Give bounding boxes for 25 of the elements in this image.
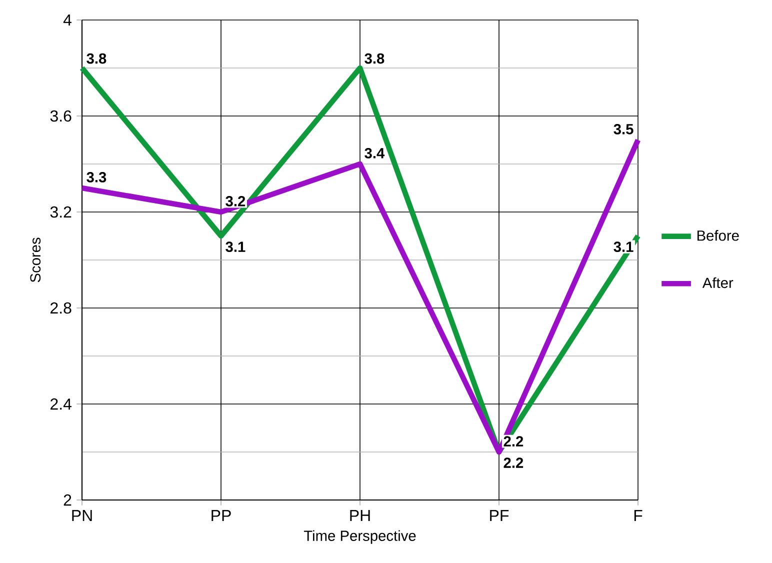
data-label: 3.3 — [86, 172, 106, 182]
y-tick-label: 2 — [64, 494, 72, 506]
data-label: 2.2 — [504, 436, 524, 446]
data-label: 3.8 — [364, 53, 384, 64]
x-tick-label: PN — [72, 510, 92, 522]
legend-label: After — [702, 277, 734, 288]
data-label: 3.8 — [86, 53, 106, 64]
data-label: 3.5 — [614, 124, 634, 134]
data-label: 3.1 — [614, 242, 634, 252]
x-tick-label: PH — [350, 510, 370, 522]
data-label: 3.2 — [226, 196, 246, 206]
y-axis-title: Scores — [30, 238, 41, 282]
x-axis-title: Time Perspective — [304, 530, 416, 544]
y-tick-label: 2.8 — [50, 302, 72, 314]
data-label: 2.2 — [504, 458, 524, 468]
x-tick-label: F — [634, 510, 642, 522]
y-tick-label: 4 — [63, 14, 72, 26]
y-tick-label: 3.6 — [50, 110, 72, 122]
data-label: 3.4 — [364, 148, 385, 158]
y-tick-label: 2.4 — [50, 398, 72, 410]
x-tick-label: PF — [490, 510, 509, 522]
legend-label: Before — [697, 230, 739, 241]
y-tick-label: 3.2 — [50, 206, 72, 218]
data-label: 3.1 — [226, 242, 246, 252]
x-tick-label: PP — [212, 510, 231, 522]
